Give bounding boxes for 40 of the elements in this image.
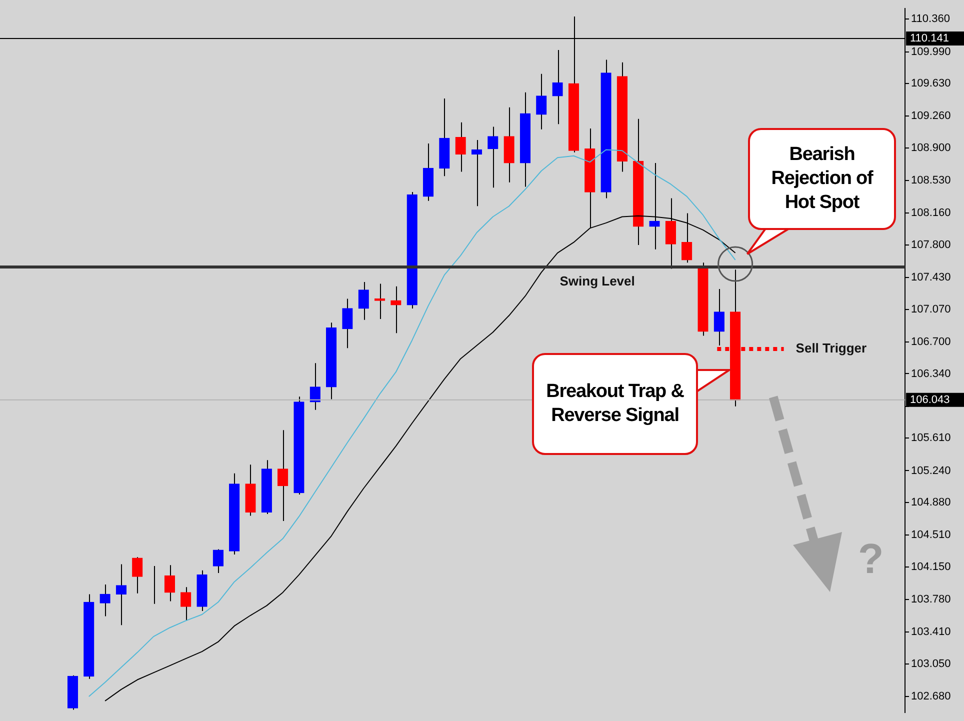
candlestick — [552, 50, 563, 125]
y-tick-label: 109.990 — [911, 46, 951, 58]
ref-line-label: Swing Level — [560, 274, 635, 289]
annotation: Bearish Rejection of Hot Spot — [748, 128, 896, 230]
y-tick-label: 107.800 — [911, 238, 951, 251]
y-tick-label: 104.150 — [911, 560, 951, 573]
candlestick — [488, 126, 498, 188]
y-tick-label: 105.240 — [911, 464, 951, 477]
y-tick-label: 103.050 — [911, 658, 951, 670]
annotation: Breakout Trap & Reverse Signal — [532, 353, 698, 455]
ref-line-label: Sell Trigger — [796, 340, 867, 356]
y-tick-label: 106.700 — [911, 336, 951, 348]
y-tick-label: 109.260 — [911, 110, 951, 122]
ref-line-label: 110.141 — [910, 32, 949, 45]
candlestick — [116, 564, 127, 626]
y-tick-label: 108.900 — [911, 142, 951, 154]
y-tick-label: 109.630 — [911, 78, 951, 90]
y-tick-label: 104.880 — [911, 496, 951, 509]
candlestick — [132, 556, 143, 594]
y-tick-label: 103.410 — [911, 626, 951, 638]
candlestick — [358, 282, 369, 320]
candlestick — [390, 286, 402, 334]
candlestick — [536, 73, 547, 130]
candlestick — [277, 430, 288, 522]
y-tick-label: 106.340 — [911, 368, 951, 380]
y-tick-label: 102.680 — [911, 690, 951, 703]
annotation: ? — [858, 535, 884, 583]
y-tick-label: 107.070 — [911, 303, 951, 316]
candlestick — [471, 140, 482, 207]
y-tick-label: 110.360 — [911, 13, 950, 26]
candlestick — [714, 288, 724, 346]
candlestick — [100, 584, 110, 617]
y-tick-label: 104.510 — [911, 529, 951, 542]
candlestick — [342, 298, 353, 349]
y-tick-label: 105.610 — [911, 432, 951, 444]
y-tick-label: 107.430 — [911, 272, 951, 284]
y-tick-label: 103.780 — [911, 594, 951, 606]
y-tick-label: 108.530 — [911, 174, 951, 187]
y-tick-label: 108.160 — [911, 207, 951, 220]
ref-line-label: 106.043 — [910, 394, 950, 406]
